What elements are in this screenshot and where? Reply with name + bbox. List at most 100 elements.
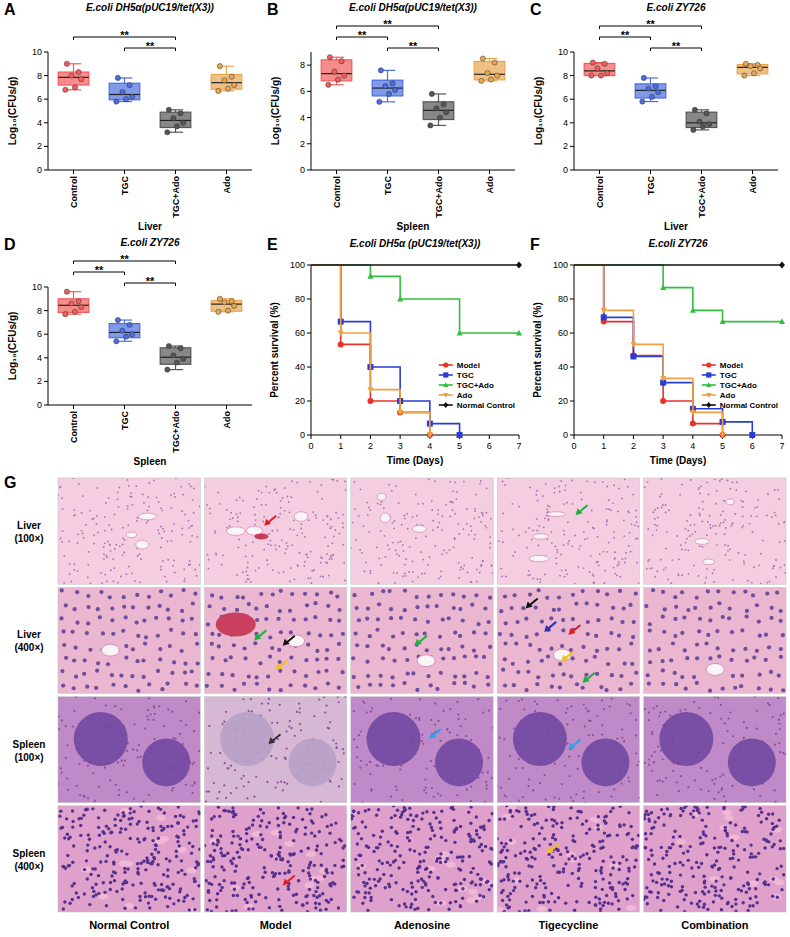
nucleus (94, 686, 98, 690)
nucleus (107, 540, 109, 542)
point (383, 83, 388, 88)
y-tick-label: 0 (563, 430, 568, 440)
nucleus (532, 578, 534, 580)
nucleus (254, 607, 258, 611)
nucleus (462, 594, 466, 598)
nucleus (684, 549, 686, 551)
nucleus (479, 572, 481, 574)
nucleus (571, 545, 573, 547)
nucleus (556, 551, 558, 553)
nucleus (558, 486, 560, 488)
point (222, 78, 227, 83)
nucleus (89, 582, 91, 584)
nucleus (232, 517, 234, 519)
nucleus (646, 568, 648, 570)
y-tick (570, 75, 574, 76)
nucleus (416, 515, 418, 517)
nucleus (124, 684, 128, 688)
nucleus (773, 565, 775, 567)
nucleus (514, 551, 516, 553)
nucleus (315, 592, 319, 596)
x-tick-label: TGC (120, 176, 130, 195)
point (656, 90, 661, 95)
point (457, 432, 463, 438)
nucleus (489, 536, 491, 538)
nucleus (723, 521, 725, 523)
nucleus (142, 675, 146, 679)
cell (137, 756, 139, 758)
nucleus (238, 539, 240, 541)
nucleus (543, 526, 545, 528)
nucleus (559, 575, 561, 577)
nucleus (452, 490, 454, 492)
histology-image (351, 587, 493, 693)
nucleus (498, 540, 500, 542)
nucleus (656, 525, 658, 527)
y-tick-label: 100 (553, 260, 568, 270)
nucleus (71, 581, 73, 583)
nucleus (282, 497, 284, 499)
nucleus (122, 544, 124, 546)
point (123, 97, 128, 102)
nucleus (313, 615, 317, 619)
nucleus (636, 562, 638, 564)
y-tick (570, 122, 574, 123)
nucleus (734, 513, 736, 515)
row-label-line: Spleen (13, 739, 46, 750)
cell (180, 720, 182, 722)
nucleus (686, 538, 688, 540)
nucleus (503, 683, 507, 687)
histology-image (58, 478, 200, 584)
x-tick (340, 435, 341, 439)
nucleus (657, 517, 659, 519)
point (640, 99, 645, 104)
nucleus (328, 618, 332, 622)
nucleus (131, 605, 135, 609)
nucleus (775, 515, 777, 517)
nucleus (315, 514, 317, 516)
nucleus (531, 539, 533, 541)
nucleus (616, 574, 618, 576)
nucleus (307, 556, 309, 558)
nucleus (646, 673, 650, 677)
nucleus (437, 509, 439, 511)
significance-label: ** (120, 29, 129, 41)
nucleus (539, 578, 541, 580)
cell (60, 767, 62, 769)
image-frame (58, 478, 200, 584)
point (707, 121, 712, 126)
nucleus (617, 647, 621, 651)
nucleus (88, 551, 90, 553)
nucleus (245, 555, 247, 557)
nucleus (162, 528, 164, 530)
nucleus (648, 649, 652, 653)
cell (198, 750, 200, 752)
nucleus (330, 556, 332, 558)
nucleus (392, 522, 394, 524)
nucleus (685, 656, 689, 660)
nucleus (719, 525, 721, 527)
arrow-head (561, 655, 568, 662)
nucleus (480, 480, 482, 482)
nucleus (550, 685, 554, 689)
nucleus (394, 582, 396, 584)
nucleus (381, 643, 385, 647)
nucleus (528, 643, 532, 647)
nucleus (320, 575, 322, 577)
nucleus (441, 515, 443, 517)
nucleus (268, 533, 270, 535)
nucleus (752, 655, 756, 659)
nucleus (745, 490, 747, 492)
nucleus (683, 648, 687, 652)
nucleus (732, 523, 734, 525)
nucleus (326, 681, 330, 685)
nucleus (307, 577, 309, 579)
nucleus (300, 527, 302, 529)
nucleus (180, 649, 184, 653)
nucleus (720, 514, 722, 516)
nucleus (745, 659, 749, 663)
nucleus (710, 527, 712, 529)
nucleus (754, 507, 756, 509)
nucleus (283, 571, 285, 573)
nucleus (480, 565, 482, 567)
